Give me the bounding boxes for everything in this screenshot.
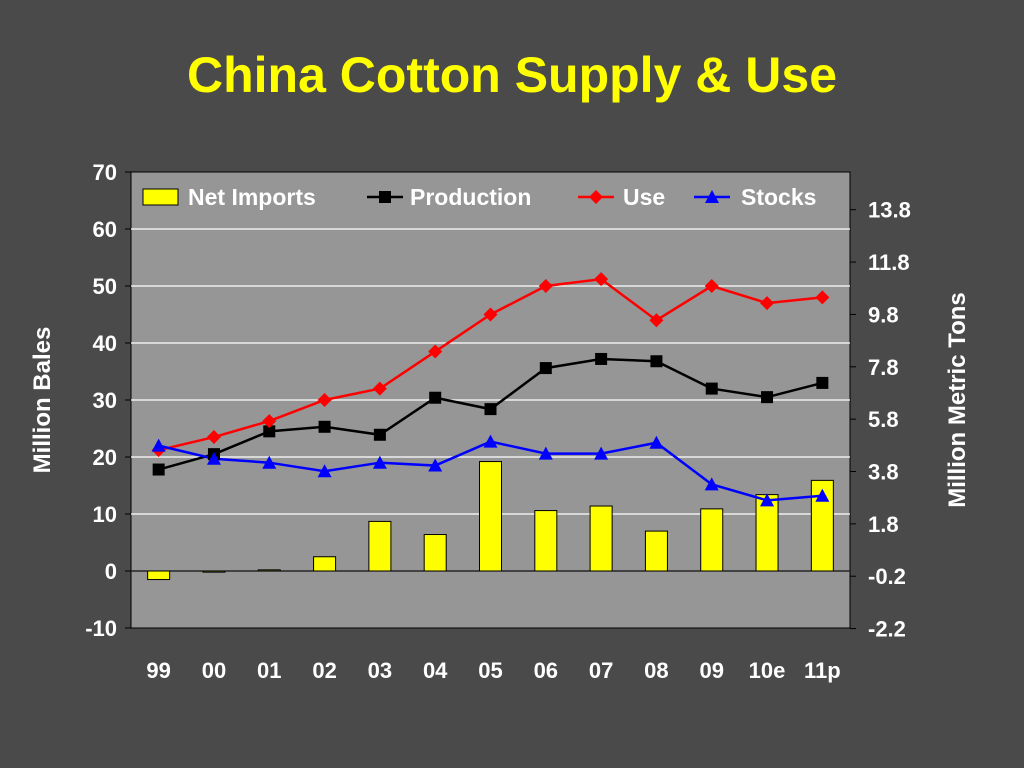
bar-net-imports xyxy=(700,508,724,572)
y2-tick-label: 5.8 xyxy=(868,407,899,432)
y-tick-label: 20 xyxy=(93,445,117,470)
marker-use xyxy=(483,307,498,322)
marker-production xyxy=(705,382,718,395)
marker-production xyxy=(484,403,497,416)
y-tick-label: 10 xyxy=(93,502,117,527)
marker-production xyxy=(263,425,276,438)
y-tick-label: -10 xyxy=(85,616,117,641)
legend-swatch-net-imports xyxy=(142,188,179,206)
legend-label-production: Production xyxy=(410,184,531,210)
x-axis-ticks: 99 00 01 02 03 04 05 06 07 08 09 10e 11p xyxy=(146,658,840,683)
x-tick-label: 08 xyxy=(644,658,668,683)
bar-net-imports xyxy=(589,505,613,572)
x-tick-label: 10e xyxy=(749,658,786,683)
marker-stocks xyxy=(151,438,166,452)
marker-use xyxy=(262,414,277,429)
marker-use xyxy=(815,290,830,305)
marker-stocks xyxy=(704,477,719,491)
legend-label-stocks: Stocks xyxy=(741,184,816,210)
bar-net-imports xyxy=(534,510,558,572)
marker-use xyxy=(649,313,664,328)
x-tick-label: 00 xyxy=(202,658,226,683)
marker-use xyxy=(206,430,221,445)
y-tick-label: 70 xyxy=(93,160,117,185)
bar-net-imports xyxy=(423,534,447,572)
legend-marker-production xyxy=(379,191,391,203)
marker-use xyxy=(538,279,553,293)
marker-production xyxy=(318,420,331,433)
legend-marker-use xyxy=(589,190,603,204)
marker-stocks xyxy=(760,493,775,507)
net-imports-bars xyxy=(147,461,834,581)
legend-marker-stocks xyxy=(705,190,719,203)
bar-net-imports xyxy=(257,569,281,572)
y2-axis-ticks: 13.8 11.8 9.8 7.8 5.8 3.8 1.8 -0.2 -2.2 xyxy=(850,198,911,642)
x-tick-label: 99 xyxy=(146,658,170,683)
bar-net-imports xyxy=(313,556,337,572)
y2-tick-label: -2.2 xyxy=(868,617,906,642)
marker-production xyxy=(816,376,829,389)
y-tick-label: 60 xyxy=(93,217,117,242)
x-tick-label: 06 xyxy=(534,658,558,683)
marker-stocks xyxy=(483,434,498,448)
y2-tick-label: 11.8 xyxy=(868,250,910,275)
y2-tick-label: -0.2 xyxy=(868,564,906,589)
marker-use xyxy=(317,393,332,407)
y-tick-label: 50 xyxy=(93,274,117,299)
marker-stocks xyxy=(262,455,277,469)
x-tick-label: 07 xyxy=(589,658,613,683)
y2-tick-label: 7.8 xyxy=(868,355,899,380)
marker-stocks xyxy=(206,451,221,465)
marker-production xyxy=(429,391,442,404)
marker-production xyxy=(373,428,386,441)
y-axis-ticks: 70 60 50 40 30 20 10 0 -10 xyxy=(85,160,131,641)
x-tick-label: 02 xyxy=(312,658,336,683)
marker-production xyxy=(595,352,608,365)
legend-label-net-imports: Net Imports xyxy=(188,184,316,210)
marker-use xyxy=(704,279,719,293)
series-markers xyxy=(151,272,830,507)
marker-use xyxy=(372,381,387,396)
legend: Net Imports Production Use Stocks xyxy=(142,184,816,210)
x-tick-label: 11p xyxy=(804,658,841,683)
bar-net-imports xyxy=(479,461,502,572)
y2-tick-label: 13.8 xyxy=(868,198,911,223)
marker-stocks xyxy=(428,458,443,472)
x-tick-label: 03 xyxy=(368,658,392,683)
marker-production xyxy=(539,362,552,375)
marker-production xyxy=(761,391,774,404)
bar-net-imports xyxy=(368,520,392,572)
marker-use xyxy=(428,344,443,359)
marker-stocks xyxy=(594,446,609,460)
legend-label-use: Use xyxy=(623,184,665,210)
marker-stocks xyxy=(538,446,553,460)
y-tick-label: 0 xyxy=(105,559,117,584)
x-tick-label: 09 xyxy=(699,658,723,683)
marker-use xyxy=(760,296,775,311)
marker-stocks xyxy=(372,455,387,469)
marker-use xyxy=(594,272,609,287)
bar-net-imports xyxy=(644,530,668,572)
x-tick-label: 04 xyxy=(423,658,448,683)
y2-axis-label: Million Metric Tons xyxy=(944,292,971,508)
bar-net-imports xyxy=(147,570,171,581)
y-tick-label: 30 xyxy=(93,388,117,413)
marker-production xyxy=(650,355,663,368)
y-axis-label: Million Bales xyxy=(29,327,56,474)
bar-net-imports xyxy=(202,570,226,573)
y2-tick-label: 9.8 xyxy=(868,302,899,327)
page-title: China Cotton Supply & Use xyxy=(187,47,837,103)
marker-stocks xyxy=(317,464,332,478)
x-tick-label: 01 xyxy=(257,658,281,683)
bar-net-imports xyxy=(810,479,834,572)
x-tick-label: 05 xyxy=(478,658,502,683)
y-tick-label: 40 xyxy=(93,331,117,356)
y2-tick-label: 1.8 xyxy=(868,512,899,537)
marker-stocks xyxy=(649,435,664,449)
y2-tick-label: 3.8 xyxy=(868,460,899,485)
marker-stocks xyxy=(815,488,830,502)
marker-production xyxy=(152,463,165,476)
